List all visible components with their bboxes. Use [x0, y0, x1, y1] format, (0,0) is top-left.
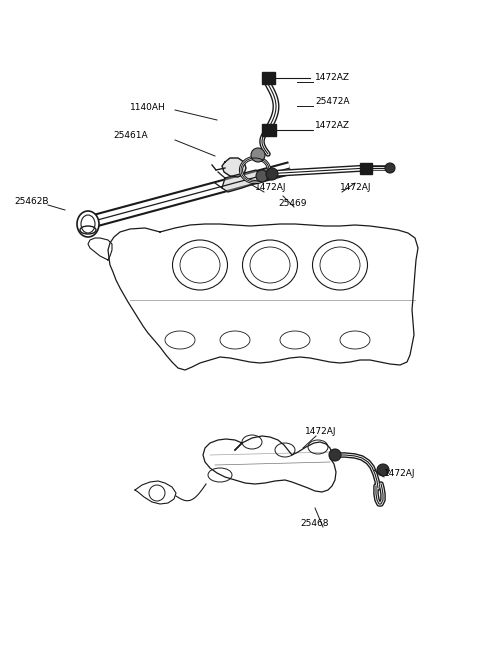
Polygon shape [360, 163, 372, 174]
Circle shape [256, 170, 268, 182]
Circle shape [266, 168, 278, 180]
Polygon shape [262, 124, 276, 136]
Ellipse shape [77, 211, 99, 237]
Text: 25469: 25469 [278, 200, 307, 208]
Text: 25461A: 25461A [113, 131, 148, 141]
Circle shape [385, 163, 395, 173]
Circle shape [251, 148, 265, 162]
Polygon shape [222, 170, 260, 192]
Text: 1472AZ: 1472AZ [315, 74, 350, 83]
Text: 25462B: 25462B [14, 198, 48, 206]
Polygon shape [262, 72, 275, 84]
Polygon shape [222, 158, 246, 177]
Text: 25468: 25468 [300, 520, 328, 528]
Text: 1472AJ: 1472AJ [384, 470, 416, 478]
Text: 1472AJ: 1472AJ [255, 183, 287, 193]
Text: 1472AJ: 1472AJ [305, 428, 336, 436]
Circle shape [377, 464, 389, 476]
Text: 1472AZ: 1472AZ [315, 122, 350, 131]
Circle shape [329, 449, 341, 461]
Text: 1472AJ: 1472AJ [340, 183, 372, 193]
Text: 1140AH: 1140AH [130, 104, 166, 112]
Text: 25472A: 25472A [315, 97, 349, 106]
